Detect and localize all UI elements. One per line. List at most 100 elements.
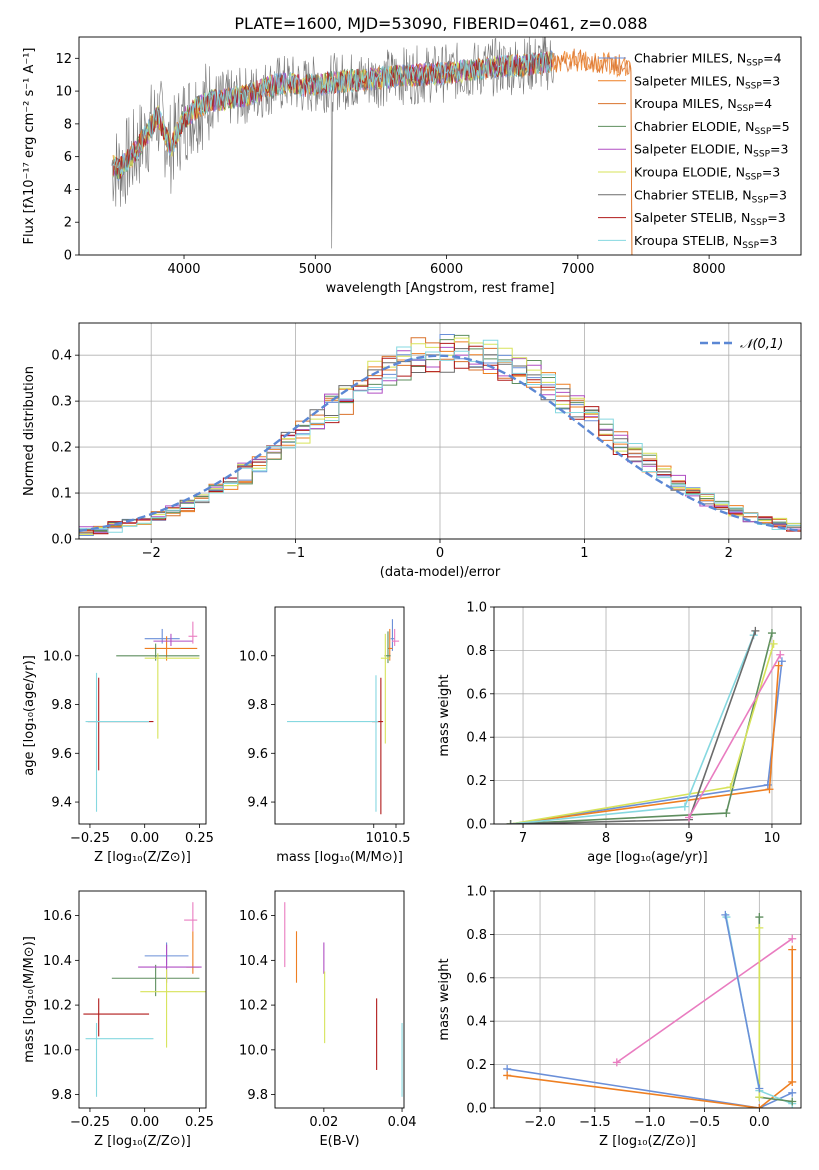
panel-mass-vs-z: −0.25 0.00 0.25 9.8 10.0 10.2 10.4 10.6 Z [log₁₀… <box>22 890 214 1149</box>
y-axis-label: age [log₁₀(age/yr)] <box>22 655 37 776</box>
y-tick-label: 9.4 <box>51 796 72 811</box>
y-tick-label: 8 <box>64 117 72 132</box>
panel-age-vs-z: −0.25 0.00 0.25 9.4 9.6 9.8 10.0 Z [log₁₀(Z/Z⊙)… <box>22 606 214 865</box>
observed-spectrum <box>111 37 555 249</box>
y-tick-label: 9.8 <box>247 1088 268 1103</box>
weight-point-marker <box>788 1077 797 1086</box>
legend-label: Chabrier STELIB, NSSP=3 <box>634 187 787 205</box>
y-tick-label: 0.6 <box>466 687 487 702</box>
weight-series-line <box>616 938 793 1064</box>
legend-count: =3 <box>762 73 780 88</box>
normal-reference-curve <box>79 354 801 533</box>
x-tick-label: 0.0 <box>749 1115 770 1130</box>
legend: Chabrier MILES, NSSP=4 Salpeter MILES, NS… <box>598 51 790 251</box>
weight-point-marker <box>721 910 730 919</box>
weight-series-line <box>510 643 775 824</box>
x-axis-label: age [log₁₀(age/yr)] <box>587 850 708 865</box>
x-tick-label: 6000 <box>430 262 463 277</box>
x-tick-label: −0.25 <box>70 831 110 846</box>
y-tick-label: 9.8 <box>247 698 268 713</box>
weight-point-marker <box>755 913 764 922</box>
x-axis-label: wavelength [Angstrom, rest frame] <box>326 281 555 296</box>
x-tick-label: −0.5 <box>689 1115 721 1130</box>
legend-count: =3 <box>759 233 777 248</box>
x-tick-label: 10.5 <box>382 831 411 846</box>
panel-residuals: −2 −1 0 1 2 0.0 0.1 0.2 0.3 0.4 (data-model)/error… <box>22 322 802 580</box>
axes-frame <box>78 606 207 825</box>
panel-age-vs-mass: 10 10.5 9.4 9.6 9.8 10.0 mass [log₁₀(M/M⊙)] <box>239 606 411 865</box>
legend-label: 𝒩(0,1) <box>740 337 783 352</box>
axes-frame <box>78 322 802 540</box>
x-tick-label: 8000 <box>693 262 726 277</box>
y-tick-label: 0.4 <box>466 731 487 746</box>
y-tick-label: 9.4 <box>247 796 268 811</box>
x-tick-label: −0.25 <box>70 1115 110 1130</box>
weight-point-marker <box>755 923 764 932</box>
y-tick-label: 10.2 <box>239 999 268 1014</box>
x-tick-label: 0.02 <box>309 1115 338 1130</box>
weight-point-marker <box>788 945 797 954</box>
x-tick-label: 9 <box>685 831 693 846</box>
y-tick-label: 0 <box>64 249 72 264</box>
x-tick-label: 5000 <box>299 262 332 277</box>
y-tick-label: 0.2 <box>51 441 72 456</box>
weight-point-marker <box>788 1088 797 1097</box>
axes-frame <box>493 606 802 825</box>
x-tick-label: 0 <box>436 546 444 561</box>
weight-point-marker <box>774 661 783 670</box>
y-axis-label: mass weight <box>437 958 452 1040</box>
weight-point-marker <box>777 657 786 666</box>
y-tick-label: 4 <box>64 183 72 198</box>
weight-point-marker <box>769 639 778 648</box>
plot-area <box>111 37 633 255</box>
grid-lines <box>494 890 801 1109</box>
x-axis-label: mass [log₁₀(M/M⊙)] <box>276 850 403 865</box>
y-tick-label: 10.0 <box>239 649 268 664</box>
x-tick-label: 2 <box>725 546 733 561</box>
y-tick-label: 2 <box>64 216 72 231</box>
axes-frame <box>274 606 405 825</box>
y-axis-label: mass weight <box>437 674 452 756</box>
y-tick-label: 0.0 <box>466 1102 487 1117</box>
y-tick-label: 1.0 <box>466 885 487 900</box>
weight-series-line <box>510 661 783 824</box>
weight-point-marker <box>788 1097 797 1106</box>
y-tick-label: 10.4 <box>239 954 268 969</box>
x-tick-label: −1.5 <box>579 1115 611 1130</box>
weight-series-line <box>758 917 793 1103</box>
axes-frame <box>493 890 802 1109</box>
legend-count: =3 <box>767 210 785 225</box>
y-tick-label: 9.6 <box>51 747 72 762</box>
y-tick-label: 6 <box>64 150 72 165</box>
legend-sub: SSP <box>742 241 759 251</box>
y-tick-label: 0.8 <box>466 644 487 659</box>
weight-point-marker <box>726 783 735 792</box>
y-tick-label: 12 <box>55 52 72 67</box>
weight-point-marker <box>755 1104 764 1108</box>
plot-area <box>83 902 206 1097</box>
legend-count: =3 <box>770 142 788 157</box>
plot-area <box>503 910 797 1108</box>
x-tick-label: 10 <box>365 831 382 846</box>
x-axis-label: E(B-V) <box>319 1134 359 1149</box>
weight-series-line <box>510 632 773 824</box>
plot-area <box>284 902 403 1097</box>
x-tick-label: 1 <box>580 546 588 561</box>
y-tick-label: 0.6 <box>466 971 487 986</box>
x-tick-label: 7000 <box>561 262 594 277</box>
x-tick-label: 0.04 <box>388 1115 417 1130</box>
legend-sub: SSP <box>745 81 762 91</box>
legend-label: Salpeter ELODIE, NSSP=3 <box>634 142 788 160</box>
legend-label: Kroupa STELIB, NSSP=3 <box>634 233 778 251</box>
histogram-step <box>79 339 801 533</box>
y-tick-label: 9.6 <box>247 747 268 762</box>
x-axis-label: Z [log₁₀(Z/Z⊙)] <box>94 850 191 865</box>
weight-point-marker <box>755 1093 764 1102</box>
y-tick-label: 10.4 <box>43 954 72 969</box>
weight-series-line <box>510 630 757 824</box>
y-tick-label: 0.2 <box>466 774 487 789</box>
legend-label: Chabrier ELODIE, NSSP=5 <box>634 119 790 137</box>
plot-area <box>506 626 786 824</box>
weight-point-marker <box>503 1071 512 1080</box>
